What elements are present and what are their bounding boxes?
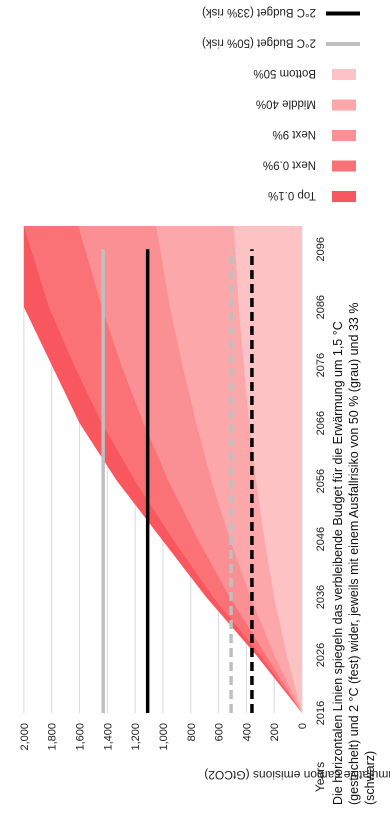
legend: Top 0.1% Next 0.9% Next 9% Middle 40% Bottom…: [202, 6, 360, 202]
y-axis-title: Cumulative carbon emisions (GtCO2): [204, 768, 390, 782]
y-tick-4: 800: [186, 723, 198, 741]
x-tick-4: 2056: [315, 469, 327, 493]
x-tick-2: 2036: [315, 585, 327, 609]
legend-swatch-1: [332, 160, 356, 172]
y-tick-7: 1,400: [102, 723, 114, 751]
legend-label-1: Next 0.9%: [263, 159, 316, 171]
budget-lines: [101, 249, 254, 713]
legend-label-6: 2°C Budget (33% risk): [202, 6, 316, 18]
x-tick-5: 2066: [315, 411, 327, 435]
caption: Die horizontalen Linien spiegeln das ver…: [331, 303, 377, 805]
x-axis-title: Years: [313, 762, 327, 792]
caption-line-1: Die horizontalen Linien spiegeln das ver…: [331, 321, 345, 805]
legend-label-3: Middle 40%: [256, 98, 316, 110]
y-tick-5: 1,000: [158, 723, 170, 751]
y-tick-1: 200: [269, 723, 281, 741]
y-tick-labels: 0 200 400 600 800 1,000 1,200 1,400 1,600 1,800 2,…: [19, 723, 309, 751]
x-tick-7: 2086: [315, 295, 327, 319]
legend-label-2: Next 9%: [273, 128, 316, 140]
legend-swatch-0: [332, 191, 356, 202]
x-tick-6: 2076: [315, 353, 327, 377]
caption-line-2: (gestrichelt) und 2 °C (fest) wider, jew…: [347, 303, 361, 805]
legend-swatch-2: [332, 130, 356, 141]
caption-line-3: (schwarz): [363, 751, 377, 805]
y-tick-2: 400: [241, 723, 253, 741]
y-tick-9: 1,800: [47, 723, 59, 751]
x-tick-8: 2096: [315, 237, 327, 261]
x-tick-3: 2046: [315, 527, 327, 551]
x-tick-0: 2016: [315, 701, 327, 725]
x-tick-1: 2026: [315, 643, 327, 667]
legend-swatch-4: [332, 69, 356, 80]
y-tick-8: 1,600: [75, 723, 87, 751]
legend-label-0: Top 0.1%: [268, 189, 316, 201]
y-tick-0: 0: [297, 723, 309, 729]
x-tick-labels: 2016 2026 2036 2046 2056 2066 2076 2086 2096: [315, 237, 327, 725]
legend-label-5: 2°C Budget (50% risk): [202, 37, 316, 49]
y-tick-10: 2,000: [19, 723, 31, 751]
legend-label-4: Bottom 50%: [253, 67, 316, 79]
y-tick-3: 600: [214, 723, 226, 741]
rotated-chart: 2016 2026 2036 2046 2056 2066 2076 2086 2096 0 20…: [19, 6, 390, 805]
legend-swatch-3: [332, 99, 356, 111]
y-tick-6: 1,200: [130, 723, 142, 751]
